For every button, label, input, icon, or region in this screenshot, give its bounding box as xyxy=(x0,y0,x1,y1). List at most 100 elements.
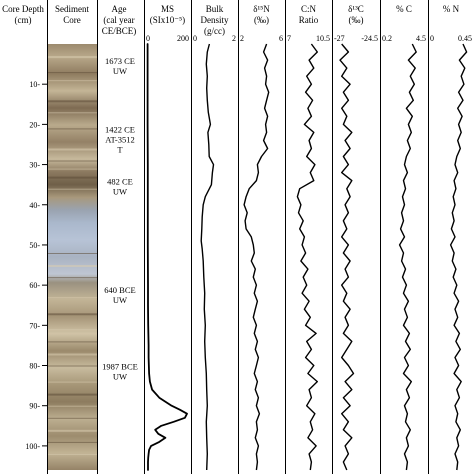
depth-tick-label: 100- xyxy=(25,442,40,451)
tick-label-max-d15n: 6 xyxy=(279,34,283,43)
tick-label-max-pc: 4.5 xyxy=(416,34,426,43)
core-streak xyxy=(48,80,97,82)
tick-label-max-cn: 10.5 xyxy=(316,34,330,43)
tick-label-min-cn: 7 xyxy=(287,34,291,43)
panel-title-d15n: δ¹⁵N xyxy=(253,4,270,14)
panel-title-d13c: (‰) xyxy=(349,15,364,25)
header-age-line3: CE/BCE) xyxy=(102,26,137,36)
depth-axis: 10- 20- 30- 40- 50- 60- 70- 80- 90- 100- xyxy=(25,80,47,451)
tick-label-max-density: 2 xyxy=(232,34,236,43)
header-core-depth-line2: (cm) xyxy=(15,15,32,25)
panel-title-cn: C:N xyxy=(301,4,317,14)
age-label-line: 482 CE xyxy=(107,177,133,187)
core-streak xyxy=(48,100,97,103)
tick-label-min-d15n: 2 xyxy=(240,34,244,43)
header-sediment-core: Sediment Core xyxy=(55,4,89,25)
tick-label-min-density: 0 xyxy=(193,34,197,43)
depth-tick-label: 90- xyxy=(29,402,40,411)
age-label-line: 1673 CE xyxy=(105,56,135,66)
tick-label-max-pn: 0.45 xyxy=(458,34,472,43)
age-label-line: UW xyxy=(113,187,127,197)
depth-tick-label: 80- xyxy=(29,362,40,371)
core-streak xyxy=(48,313,97,316)
panel-header-d15n: δ¹⁵N(‰) 2 6 xyxy=(240,4,283,43)
core-streak xyxy=(48,128,97,130)
series-line-pn xyxy=(449,43,468,471)
depth-tick-label: 60- xyxy=(29,281,40,290)
depth-tick-label: 70- xyxy=(29,321,40,330)
series-line-ms xyxy=(146,43,188,471)
header-age-line1: Age xyxy=(112,4,127,14)
panel-title-d15n: (‰) xyxy=(254,15,269,25)
panel-title-density: (g/cc) xyxy=(204,26,225,36)
core-streak xyxy=(48,341,97,343)
depth-tick-label: 20- xyxy=(29,120,40,129)
panel-title-density: Bulk xyxy=(206,4,224,14)
age-label-line: UW xyxy=(113,372,127,382)
tick-label-min-ms: 0 xyxy=(146,34,150,43)
header-age-line2: (cal year xyxy=(103,15,134,25)
core-streak xyxy=(48,160,97,162)
series-line-pc xyxy=(398,43,417,471)
core-streak xyxy=(48,329,97,331)
header-sediment-line2: Core xyxy=(63,15,81,25)
core-streak xyxy=(48,112,97,114)
core-streak xyxy=(48,277,97,279)
tick-label-min-pc: 0.2 xyxy=(382,34,392,43)
core-streak xyxy=(48,56,97,59)
core-streak xyxy=(48,176,97,179)
core-streak xyxy=(48,353,97,356)
panel-title-ms: (SIx10⁻⁵) xyxy=(150,15,185,25)
tick-label-max-ms: 200 xyxy=(177,34,189,43)
sediment-core-image xyxy=(48,44,97,470)
header-sediment-line1: Sediment xyxy=(55,4,89,14)
core-streak xyxy=(48,72,97,74)
column-dividers xyxy=(47,0,429,474)
tick-label-max-d13c: -24.5 xyxy=(361,34,378,43)
depth-tick-label: 50- xyxy=(29,241,40,250)
panel-title-pc: % C xyxy=(396,4,412,14)
panel-header-ms: MS(SIx10⁻⁵)0 200 xyxy=(146,4,189,43)
panel-title-d13c: δ¹³C xyxy=(348,4,364,14)
panel-title-pn: % N xyxy=(443,4,460,14)
age-label-line: UW xyxy=(113,66,127,76)
curves xyxy=(146,43,468,471)
core-streak xyxy=(48,148,97,151)
panel-title-cn: Ratio xyxy=(299,15,319,25)
core-streak xyxy=(48,429,97,432)
series-line-density xyxy=(200,43,215,471)
core-streak xyxy=(48,393,97,396)
depth-tick-label: 40- xyxy=(29,201,40,210)
tick-label-min-d13c: -27 xyxy=(334,34,345,43)
age-label-line: 1422 CE xyxy=(105,124,135,134)
core-streak xyxy=(48,265,97,267)
core-streak xyxy=(48,253,97,254)
age-label-line: AT-3512 xyxy=(105,134,134,144)
age-label-line: T xyxy=(117,144,123,154)
core-streak xyxy=(48,441,97,443)
core-streak xyxy=(48,297,97,299)
header-age: Age (cal year CE/BCE) xyxy=(102,4,137,36)
core-streak xyxy=(48,168,97,170)
panel-header-pn: % N 0 0.45 xyxy=(430,4,472,43)
panel-title-density: Density xyxy=(201,15,229,25)
core-streak xyxy=(48,365,97,367)
age-label-line: 640 BCE xyxy=(104,285,135,295)
panel-header-d13c: δ¹³C(‰) -27 -24.5 xyxy=(334,4,378,43)
core-streak xyxy=(48,381,97,383)
panel-header-pc: % C 0.2 4.5 xyxy=(382,4,426,43)
header-core-depth-line1: Core Depth xyxy=(2,4,44,14)
panel-title-ms: MS xyxy=(161,4,174,14)
series-line-d13c xyxy=(339,43,355,471)
header-core-depth: Core Depth (cm) xyxy=(2,4,44,25)
core-streak xyxy=(48,453,97,455)
